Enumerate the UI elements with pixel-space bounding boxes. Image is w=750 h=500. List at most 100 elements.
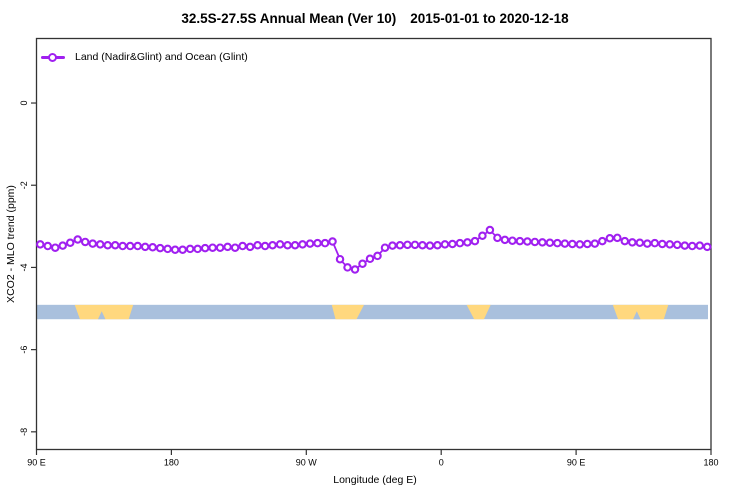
data-point-marker	[268, 240, 277, 250]
data-point-marker	[463, 238, 472, 247]
data-point-marker	[425, 241, 435, 250]
x-tick-label: 90 E	[567, 458, 586, 468]
data-point-marker	[80, 237, 90, 247]
data-point-marker	[613, 233, 622, 243]
data-point-marker	[440, 240, 450, 249]
y-tick-label: -6	[19, 346, 29, 354]
data-point-marker	[680, 241, 690, 250]
x-tick-label: 180	[703, 458, 718, 468]
data-point-marker	[635, 238, 645, 248]
data-point-marker	[245, 242, 255, 252]
data-point-marker	[688, 241, 697, 251]
data-point-marker	[58, 241, 67, 250]
bay-notch-icon	[97, 311, 106, 320]
data-point-marker	[365, 254, 375, 264]
data-point-marker	[65, 238, 75, 248]
data-point-marker	[253, 240, 262, 250]
data-point-marker	[170, 245, 180, 255]
data-point-marker	[508, 236, 517, 245]
x-tick-label: 0	[439, 458, 444, 468]
data-point-marker	[290, 240, 300, 250]
data-point-marker	[673, 240, 682, 250]
data-point-marker	[275, 240, 285, 249]
legend: Land (Nadir&Glint) and Ocean (Glint)	[41, 51, 248, 63]
data-point-marker	[230, 243, 240, 252]
data-point-marker	[575, 240, 585, 249]
land-band-segment	[466, 304, 491, 320]
data-point-marker	[523, 237, 532, 246]
title-dates-text: 2015-01-01 to 2020-12-18	[410, 11, 569, 26]
data-point-marker	[283, 240, 292, 250]
data-point-marker	[358, 259, 367, 268]
y-tick-label: 0	[19, 101, 29, 106]
data-point-marker	[373, 251, 382, 261]
data-point-marker	[313, 238, 322, 248]
data-point-marker	[620, 236, 630, 246]
data-point-marker	[395, 240, 405, 250]
ocean-band	[36, 304, 709, 320]
y-tick-label: -2	[19, 181, 29, 189]
y-tick-label: -4	[19, 263, 29, 271]
data-point-marker	[320, 238, 330, 248]
data-point-marker	[568, 239, 577, 249]
data-point-marker	[388, 241, 397, 250]
data-point-marker	[703, 242, 712, 252]
data-point-marker	[350, 265, 360, 274]
data-point-marker	[643, 239, 652, 248]
data-point-marker	[553, 238, 562, 248]
x-axis-label: Longitude (deg E)	[333, 474, 417, 486]
data-point-marker	[380, 243, 390, 252]
data-point-marker	[478, 231, 487, 241]
data-point-marker	[433, 240, 442, 250]
land-band-segment	[612, 304, 669, 320]
data-point-marker	[73, 235, 82, 244]
data-point-marker	[133, 241, 142, 251]
data-point-marker	[538, 238, 547, 247]
data-point-marker	[335, 254, 345, 264]
data-point-marker	[598, 236, 607, 246]
data-point-marker	[590, 239, 600, 248]
data-point-marker	[695, 241, 705, 250]
data-point-marker	[155, 243, 165, 253]
data-point-marker	[530, 237, 540, 247]
legend-circle-icon	[48, 52, 57, 62]
data-point-marker	[485, 225, 495, 235]
legend-line-circle-icon	[41, 52, 65, 63]
data-point-marker	[215, 243, 225, 252]
legend-label: Land (Nadir&Glint) and Ocean (Glint)	[75, 51, 248, 63]
data-point-marker	[148, 243, 157, 252]
data-point-marker	[103, 240, 112, 250]
data-point-marker	[163, 244, 172, 254]
data-point-marker	[260, 241, 270, 251]
data-point-marker	[305, 239, 315, 248]
data-point-marker	[343, 263, 352, 272]
data-point-marker	[118, 241, 127, 251]
x-tick-label: 180	[164, 458, 179, 468]
data-point-marker	[448, 239, 457, 249]
data-point-marker	[560, 239, 570, 248]
data-point-marker	[470, 236, 480, 246]
data-point-marker	[50, 243, 60, 252]
y-axis-label: XCO2 - MLO trend (ppm)	[5, 185, 17, 303]
data-point-marker	[43, 241, 52, 251]
data-point-marker	[545, 238, 555, 248]
data-point-marker	[650, 238, 660, 248]
data-point-marker	[298, 240, 307, 249]
data-point-marker	[500, 235, 510, 245]
data-point-marker	[515, 236, 525, 246]
data-point-marker	[328, 237, 337, 246]
data-point-marker	[583, 239, 592, 249]
chart-title: 32.5S-27.5S Annual Mean (Ver 10) 2015-01-…	[0, 11, 750, 26]
data-point-marker	[628, 238, 637, 247]
data-point-marker	[125, 241, 135, 251]
data-point-marker	[658, 239, 667, 249]
data-point-marker	[193, 244, 202, 254]
data-point-marker	[410, 240, 420, 250]
bay-notch-icon	[633, 311, 641, 320]
data-point-marker	[200, 243, 210, 253]
data-point-marker	[35, 240, 45, 249]
data-point-marker	[208, 243, 217, 252]
data-point-marker	[223, 242, 232, 252]
